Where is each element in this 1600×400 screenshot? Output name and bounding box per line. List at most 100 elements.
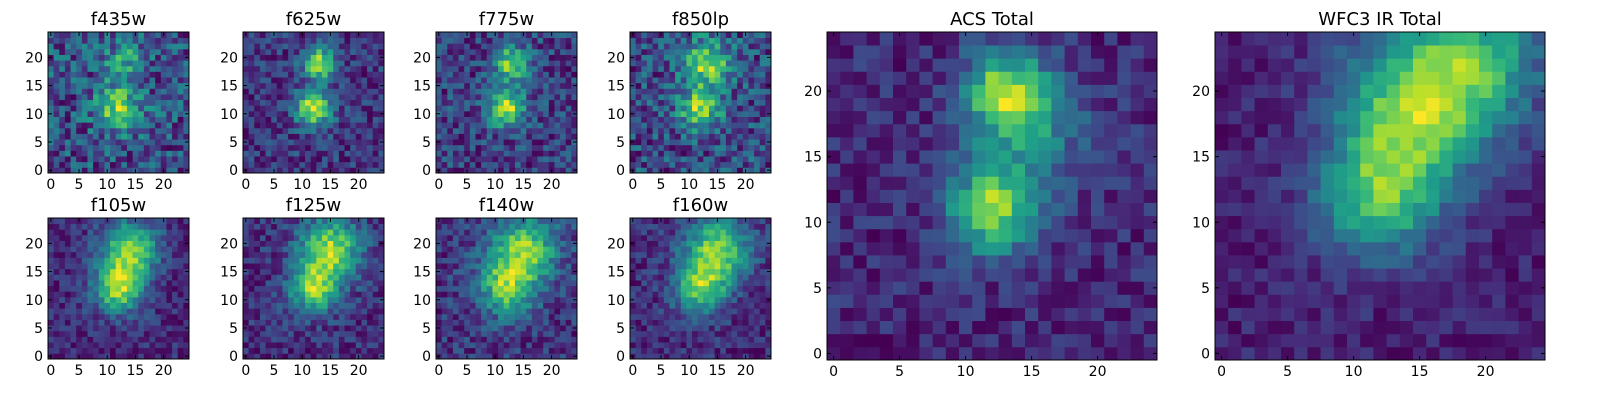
- heatmap-cell: [646, 308, 653, 315]
- heatmap-cell: [310, 110, 317, 117]
- heatmap-cell: [344, 71, 351, 78]
- heatmap-cell: [138, 122, 145, 129]
- heatmap-cell: [554, 116, 561, 123]
- heatmap-cell: [87, 336, 94, 343]
- heatmap-cell: [669, 77, 676, 84]
- heatmap-cell: [155, 229, 162, 236]
- heatmap-cell: [565, 167, 572, 174]
- heatmap-cell: [282, 291, 289, 298]
- heatmap-cell: [259, 263, 266, 270]
- heatmap-cell: [731, 32, 738, 39]
- heatmap-cell: [635, 127, 642, 134]
- heatmap-cell: [720, 127, 727, 134]
- heatmap-cell: [143, 77, 150, 84]
- heatmap-cell: [548, 330, 555, 337]
- heatmap-cell: [126, 302, 133, 309]
- heatmap-cell: [520, 65, 527, 72]
- heatmap-cell: [254, 251, 261, 258]
- heatmap-cell: [565, 246, 572, 253]
- heatmap-cell: [458, 325, 465, 332]
- heatmap-cell: [692, 82, 699, 89]
- heatmap-cell: [64, 161, 71, 168]
- heatmap-cell: [697, 325, 704, 332]
- heatmap-cell: [248, 302, 255, 309]
- heatmap-cell: [338, 274, 345, 281]
- heatmap-cell: [742, 139, 749, 146]
- heatmap-cell: [692, 99, 699, 106]
- heatmap-cell: [310, 325, 317, 332]
- heatmap-cell: [720, 82, 727, 89]
- heatmap-cell: [475, 263, 482, 270]
- heatmap-cell: [509, 268, 516, 275]
- heatmap-cell: [469, 94, 476, 101]
- heatmap-cell: [271, 122, 278, 129]
- heatmap-cell: [498, 60, 505, 67]
- heatmap-cell: [520, 99, 527, 106]
- heatmap-cell: [293, 161, 300, 168]
- heatmap-cell: [282, 144, 289, 151]
- heatmap-cell: [344, 167, 351, 174]
- heatmap-cell: [121, 161, 128, 168]
- heatmap-cell: [737, 139, 744, 146]
- heatmap-cell: [243, 336, 250, 343]
- heatmap-cell: [481, 302, 488, 309]
- heatmap-cell: [537, 313, 544, 320]
- heatmap-cell: [155, 110, 162, 117]
- heatmap-cell: [183, 88, 190, 95]
- heatmap-cell: [498, 325, 505, 332]
- heatmap-cell: [59, 291, 66, 298]
- heatmap-cell: [503, 240, 510, 247]
- heatmap-cell: [98, 156, 105, 163]
- heatmap-cell: [76, 336, 83, 343]
- heatmap-cell: [464, 291, 471, 298]
- heatmap-cell: [87, 167, 94, 174]
- heatmap-cell: [742, 336, 749, 343]
- heatmap-f125w: [243, 218, 385, 360]
- heatmap-cell: [276, 302, 283, 309]
- heatmap-cell: [367, 32, 374, 39]
- heatmap-cell: [172, 308, 179, 315]
- heatmap-cell: [725, 99, 732, 106]
- heatmap-cell: [172, 342, 179, 349]
- heatmap-cell: [160, 133, 167, 140]
- heatmap-cell: [475, 229, 482, 236]
- heatmap-cell: [498, 110, 505, 117]
- heatmap-cell: [731, 342, 738, 349]
- heatmap-cell: [305, 296, 312, 303]
- heatmap-cell: [372, 43, 379, 50]
- heatmap-cell: [675, 127, 682, 134]
- heatmap-cell: [565, 54, 572, 61]
- heatmap-cell: [754, 54, 761, 61]
- heatmap-cell: [658, 48, 665, 55]
- heatmap-cell: [514, 229, 521, 236]
- heatmap-cell: [458, 257, 465, 264]
- heatmap-cell: [714, 82, 721, 89]
- heatmap-cell: [310, 274, 317, 281]
- heatmap-cell: [76, 223, 83, 230]
- heatmap-cell: [81, 268, 88, 275]
- heatmap-cell: [321, 218, 328, 225]
- heatmap-cell: [436, 150, 443, 157]
- heatmap-cell: [121, 32, 128, 39]
- heatmap-cell: [481, 48, 488, 55]
- heatmap-cell: [183, 133, 190, 140]
- heatmap-cell: [658, 144, 665, 151]
- heatmap-cell: [708, 336, 715, 343]
- heatmap-cell: [299, 342, 306, 349]
- heatmap-cell: [742, 330, 749, 337]
- heatmap-cell: [243, 133, 250, 140]
- heatmap-cell: [646, 319, 653, 326]
- heatmap-cell: [271, 240, 278, 247]
- heatmap-cell: [486, 161, 493, 168]
- heatmap-cell: [759, 88, 766, 95]
- heatmap-cell: [703, 285, 710, 292]
- y-tick-label: 0: [229, 163, 238, 179]
- heatmap-cell: [70, 285, 77, 292]
- heatmap-cell: [310, 48, 317, 55]
- heatmap-cell: [481, 37, 488, 44]
- heatmap-cell: [265, 144, 272, 151]
- heatmap-cell: [378, 291, 385, 298]
- heatmap-cell: [243, 127, 250, 134]
- heatmap-cell: [126, 296, 133, 303]
